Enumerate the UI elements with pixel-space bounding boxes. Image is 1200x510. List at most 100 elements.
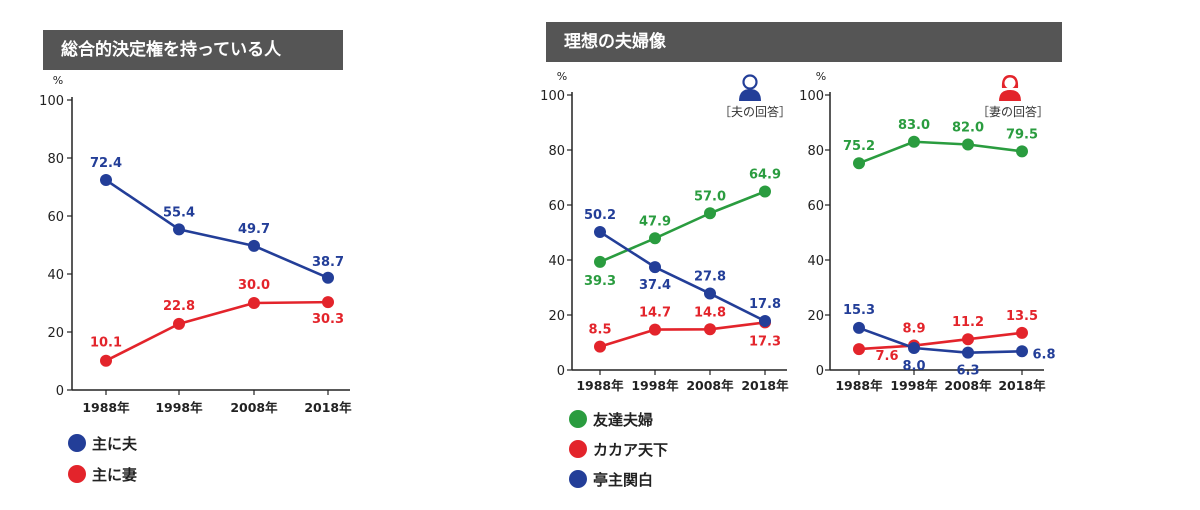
x-tick-label: 2018年: [998, 378, 1046, 393]
chart-1: % 0 20 40 60 80 100 1988年 1998年 2008年 2018年 39.3 47.…: [540, 70, 789, 393]
left-panel-title: 総合的決定権を持っている人: [43, 30, 343, 70]
data-label: 79.5: [1006, 127, 1038, 142]
data-point: [1016, 145, 1028, 158]
series-line: [858, 326, 1023, 354]
y-tick-label: 80: [548, 144, 565, 159]
data-label: 6.8: [1032, 347, 1055, 362]
x-tick-label: 1988年: [835, 378, 883, 393]
data-point: [908, 135, 920, 148]
series-line: [599, 230, 766, 323]
data-label: 6.3: [956, 364, 979, 379]
data-label: 11.2: [952, 315, 984, 330]
data-label: 55.4: [163, 205, 195, 220]
y-tick-label: 100: [39, 94, 64, 109]
data-point: [594, 340, 606, 353]
legend-label: 亭主関白: [593, 470, 654, 489]
data-point: [173, 317, 185, 330]
data-point: [853, 343, 865, 356]
legend-label: 主に夫: [92, 434, 138, 453]
legend-dot: [569, 410, 587, 428]
x-tick-label: 1988年: [82, 400, 130, 415]
data-point: [1016, 345, 1028, 358]
x-tick-label: 2008年: [944, 378, 992, 393]
husband-person-icon: [739, 74, 761, 101]
data-label: 50.2: [584, 208, 616, 223]
x-tick-label: 2008年: [230, 400, 278, 415]
wife-caption: ［妻の回答］: [977, 104, 1049, 119]
x-tick-label: 1998年: [155, 400, 203, 415]
y-unit-label: %: [53, 74, 63, 87]
x-tick-label: 1998年: [631, 378, 679, 393]
data-label: 8.9: [902, 322, 925, 337]
data-point: [1016, 326, 1028, 339]
data-label: 38.7: [312, 255, 344, 270]
y-tick-label: 80: [807, 144, 824, 159]
data-label: 64.9: [749, 168, 781, 183]
y-tick-label: 60: [807, 199, 824, 214]
legend-dot: [68, 465, 86, 483]
x-tick-label: 2018年: [304, 400, 352, 415]
y-tick-label: 60: [548, 199, 565, 214]
chart-0: % 0 20 40 60 80 100 1988年 1998年 2008年 2018年 72.4 55.…: [39, 74, 352, 415]
data-label: 37.4: [639, 278, 671, 293]
data-label: 8.0: [902, 359, 925, 374]
y-unit-label: %: [557, 70, 567, 83]
wife-person-icon: [999, 75, 1021, 101]
left-legend: 主に夫 主に妻: [68, 432, 137, 494]
data-point: [100, 174, 112, 187]
data-point: [100, 354, 112, 367]
data-point: [962, 138, 974, 151]
legend-item-husband-dominant: 亭主関白: [569, 468, 668, 490]
data-label: 15.3: [843, 303, 875, 318]
series-line: [105, 178, 329, 279]
data-label: 7.6: [875, 349, 898, 364]
y-tick-label: 100: [799, 89, 824, 104]
data-point: [908, 342, 920, 354]
data-point: [649, 323, 661, 336]
legend-label: 友達夫婦: [593, 410, 654, 429]
data-label: 30.3: [312, 312, 344, 327]
x-tick-label: 2018年: [741, 378, 789, 393]
data-label: 72.4: [90, 156, 122, 171]
legend-item-friends: 友達夫婦: [569, 408, 668, 430]
y-tick-label: 60: [47, 210, 64, 225]
right-legend: 友達夫婦 カカア天下 亭主関白: [569, 408, 668, 498]
data-point: [248, 297, 260, 309]
data-label: 83.0: [898, 118, 930, 133]
x-tick-label: 1988年: [576, 378, 624, 393]
y-tick-label: 0: [557, 364, 565, 379]
data-point: [962, 333, 974, 346]
data-point: [173, 223, 185, 236]
data-label: 57.0: [694, 189, 726, 204]
data-point: [649, 261, 661, 274]
data-label: 47.9: [639, 214, 671, 229]
series-line: [105, 300, 329, 362]
data-label: 14.8: [694, 305, 726, 320]
legend-dot: [569, 440, 587, 458]
data-point: [853, 157, 865, 170]
data-label: 17.8: [749, 297, 781, 312]
y-tick-label: 20: [47, 326, 64, 341]
data-label: 10.1: [90, 336, 122, 351]
y-unit-label: %: [816, 70, 826, 83]
data-point: [962, 346, 974, 359]
legend-label: カカア天下: [593, 440, 669, 459]
legend-item-wife-dominant: カカア天下: [569, 438, 668, 460]
husband-caption: ［夫の回答］: [719, 104, 791, 119]
data-point: [759, 185, 771, 198]
right-panel-title: 理想の夫婦像: [546, 22, 1062, 62]
y-tick-label: 40: [548, 254, 565, 269]
y-tick-label: 20: [807, 309, 824, 324]
data-label: 27.8: [694, 270, 726, 285]
data-point: [594, 225, 606, 238]
x-tick-label: 2008年: [686, 378, 734, 393]
data-label: 75.2: [843, 139, 875, 154]
data-point: [704, 287, 716, 300]
chart-2: % 0 20 40 60 80 100 1988年 1998年 2008年 2018年 75.2 83.…: [799, 70, 1055, 393]
series-line: [858, 331, 1023, 351]
data-label: 39.3: [584, 274, 616, 289]
data-point: [704, 207, 716, 220]
data-label: 49.7: [238, 222, 270, 237]
data-label: 13.5: [1006, 309, 1038, 324]
